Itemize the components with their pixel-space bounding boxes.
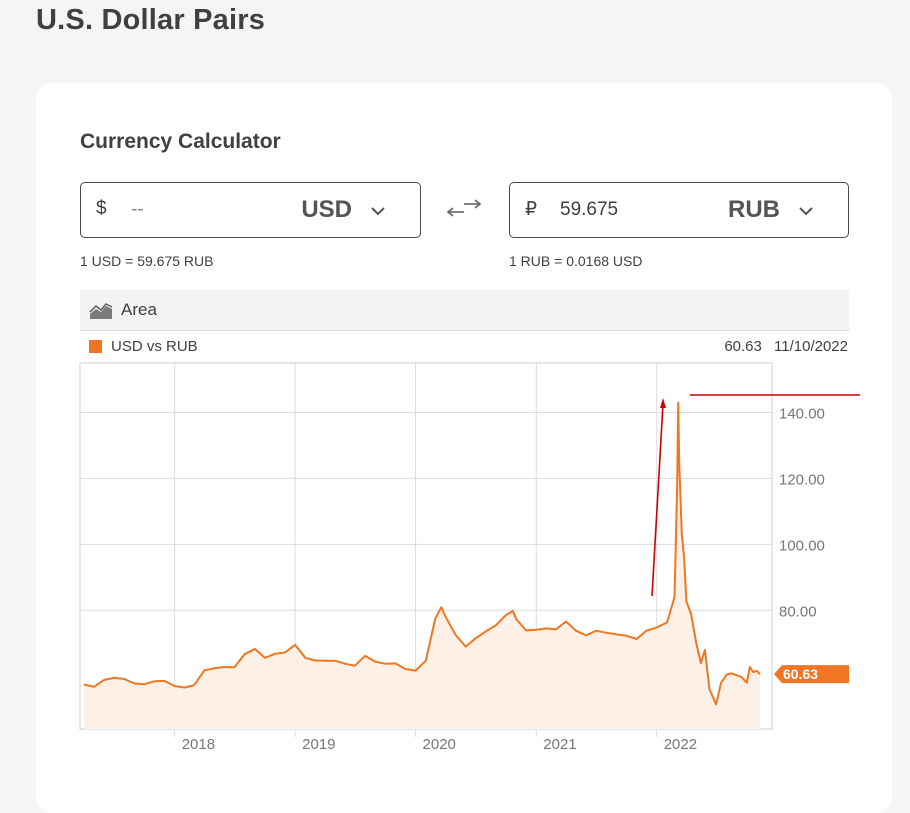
last-date: 11/10/2022 xyxy=(774,338,848,355)
x-tick-label: 2021 xyxy=(543,736,576,753)
to-rate-text: 1 RUB = 0.0168 USD xyxy=(509,253,643,269)
x-tick-label: 2019 xyxy=(302,736,335,753)
from-rate-text: 1 USD = 59.675 RUB xyxy=(80,253,214,269)
page-title: U.S. Dollar Pairs xyxy=(36,4,266,36)
x-tick-label: 2022 xyxy=(664,736,697,753)
from-amount-input[interactable]: -- xyxy=(131,199,144,220)
to-amount-input[interactable]: 59.675 xyxy=(560,199,619,220)
last-value-info: 60.63 11/10/2022 xyxy=(724,338,848,355)
area-chart: 2018 2019 2020 2021 2022 80.00 100.00 120.00 140… xyxy=(79,362,860,753)
y-tick-label: 100.00 xyxy=(779,537,825,554)
y-tick-label: 120.00 xyxy=(779,471,825,488)
y-tick-label: 80.00 xyxy=(779,603,817,620)
legend-label: USD vs RUB xyxy=(111,338,198,355)
red-arrowhead-annotation xyxy=(660,398,666,408)
current-value-tag xyxy=(774,665,849,684)
swap-arrows-icon[interactable] xyxy=(446,194,482,224)
calculator-title: Currency Calculator xyxy=(80,130,281,153)
current-value-label: 60.63 xyxy=(783,666,818,682)
series-line xyxy=(83,401,761,706)
area-fill xyxy=(83,402,761,729)
legend-swatch xyxy=(89,340,102,353)
chevron-down-icon[interactable] xyxy=(796,201,816,221)
dollar-symbol: $ xyxy=(96,198,107,219)
from-currency-box[interactable]: $ -- USD xyxy=(80,182,421,238)
area-chart-icon[interactable] xyxy=(89,301,113,321)
to-currency-code[interactable]: RUB xyxy=(728,196,780,223)
from-currency-code[interactable]: USD xyxy=(301,196,352,223)
red-arrow-annotation xyxy=(651,403,664,597)
x-tick-label: 2020 xyxy=(423,736,456,753)
x-tick-label: 2018 xyxy=(182,736,215,753)
to-currency-box[interactable]: ₽ 59.675 RUB xyxy=(509,182,849,238)
y-tick-label: 140.00 xyxy=(779,405,825,422)
chevron-down-icon[interactable] xyxy=(368,201,388,221)
chart-type-label[interactable]: Area xyxy=(121,300,157,319)
ruble-symbol: ₽ xyxy=(525,199,538,220)
last-value: 60.63 xyxy=(724,338,762,355)
chart-toolbar: Area xyxy=(80,290,849,331)
